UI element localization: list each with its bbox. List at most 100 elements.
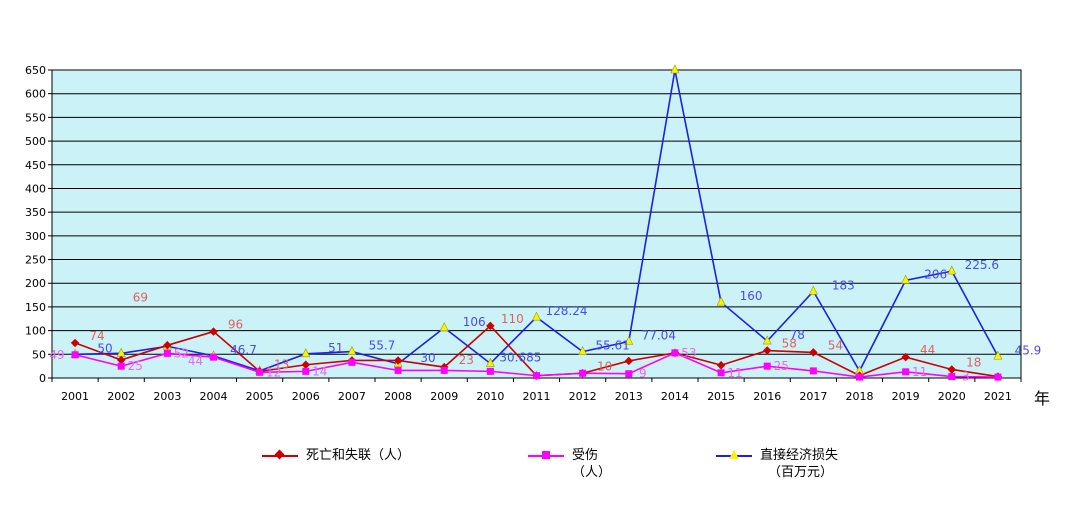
x-tick-label: 2008 xyxy=(384,390,412,403)
data-label: 52 xyxy=(174,346,189,360)
data-label: 74 xyxy=(89,329,104,343)
data-label: 160 xyxy=(740,289,763,303)
y-tick-label: 650 xyxy=(25,64,46,77)
x-tick-label: 2002 xyxy=(107,390,135,403)
data-label: 69 xyxy=(133,290,148,304)
y-tick-label: 200 xyxy=(25,277,46,290)
triangle-marker-icon xyxy=(729,450,739,459)
data-point-loss xyxy=(716,296,726,306)
y-tick-label: 500 xyxy=(25,135,46,148)
y-tick-label: 100 xyxy=(25,325,46,338)
data-label: 23 xyxy=(459,353,474,367)
data-point-injury xyxy=(163,349,171,357)
data-label: 96 xyxy=(228,318,243,332)
data-label: 58 xyxy=(782,337,797,351)
data-label: 18 xyxy=(966,355,981,369)
y-tick-label: 450 xyxy=(25,159,46,172)
data-point-loss xyxy=(901,274,911,284)
data-label: 9 xyxy=(639,367,647,381)
x-tick-label: 2011 xyxy=(523,390,551,403)
data-point-injury xyxy=(579,369,587,377)
y-tick-label: 600 xyxy=(25,88,46,101)
data-label: 44 xyxy=(920,343,935,357)
data-point-injury xyxy=(717,369,725,377)
data-point-loss xyxy=(947,265,957,275)
data-point-death xyxy=(901,352,910,362)
data-point-injury xyxy=(71,351,79,359)
data-label: 78 xyxy=(790,328,805,342)
data-point-injury xyxy=(902,368,910,376)
data-label: 183 xyxy=(832,278,855,292)
x-axis-label: 年 xyxy=(1034,389,1050,408)
x-tick-label: 2009 xyxy=(430,390,458,403)
data-point-death xyxy=(947,365,957,374)
x-tick-label: 2007 xyxy=(338,390,366,403)
data-label: 14 xyxy=(312,364,327,378)
data-label: 3 xyxy=(962,370,970,384)
data-label: 46.7 xyxy=(230,343,257,357)
data-point-injury xyxy=(440,366,448,374)
data-point-loss xyxy=(439,322,449,332)
x-tick-label: 2015 xyxy=(707,390,735,403)
x-tick-label: 2010 xyxy=(476,390,504,403)
data-label: 77.04 xyxy=(642,328,676,342)
data-point-injury xyxy=(671,349,679,357)
data-label: 206 xyxy=(924,267,947,281)
data-point-injury xyxy=(302,367,310,375)
x-tick-label: 2001 xyxy=(61,390,89,403)
data-label: 11 xyxy=(727,366,742,380)
data-point-death xyxy=(393,356,403,365)
data-point-death xyxy=(163,341,172,350)
x-tick-label: 2004 xyxy=(200,390,228,403)
legend-loss-label: 直接经济损失 （百万元） xyxy=(760,448,839,480)
data-point-death xyxy=(716,360,726,370)
data-label: 53 xyxy=(681,346,696,360)
data-label: 12 xyxy=(266,365,281,379)
data-point-death xyxy=(301,360,311,369)
data-label: 44 xyxy=(188,354,203,368)
data-point-injury xyxy=(486,367,494,375)
data-label: 110 xyxy=(501,312,524,326)
data-point-loss xyxy=(670,64,680,74)
data-point-injury xyxy=(625,370,633,378)
data-label: 55.61 xyxy=(595,339,629,353)
data-label: 225.6 xyxy=(965,258,999,272)
data-label: 25 xyxy=(774,359,789,373)
data-label: 49 xyxy=(49,348,64,362)
data-label: 13 xyxy=(274,357,289,371)
data-point-death xyxy=(486,321,495,331)
data-point-injury xyxy=(994,373,1002,381)
data-label: 51 xyxy=(328,341,343,355)
x-tick-label: 2020 xyxy=(938,390,966,403)
y-tick-label: 250 xyxy=(25,254,46,267)
data-point-loss xyxy=(808,285,818,295)
data-point-loss xyxy=(624,335,634,345)
square-marker-icon xyxy=(542,451,550,459)
y-tick-label: 0 xyxy=(39,372,46,385)
data-label: 128.24 xyxy=(546,304,588,318)
data-label: 25 xyxy=(128,359,143,373)
data-point-death xyxy=(70,338,80,348)
data-point-injury xyxy=(117,362,125,370)
x-tick-label: 2012 xyxy=(569,390,597,403)
data-point-injury xyxy=(809,367,817,375)
data-point-loss xyxy=(347,345,357,355)
data-point-loss xyxy=(301,348,311,358)
data-label: 106 xyxy=(463,315,486,329)
plot-area xyxy=(51,69,1022,379)
data-point-loss xyxy=(485,357,495,367)
data-point-death xyxy=(624,356,634,366)
data-label: 30 xyxy=(420,351,435,365)
data-point-injury xyxy=(394,366,402,374)
data-point-death xyxy=(762,346,772,355)
data-label: 55.7 xyxy=(369,339,396,353)
x-tick-label: 2003 xyxy=(153,390,181,403)
data-point-injury xyxy=(348,358,356,366)
data-point-loss xyxy=(578,345,588,355)
y-tick-label: 300 xyxy=(25,230,46,243)
x-tick-label: 2014 xyxy=(661,390,689,403)
data-point-death xyxy=(209,327,218,336)
y-tick-label: 50 xyxy=(32,348,46,361)
